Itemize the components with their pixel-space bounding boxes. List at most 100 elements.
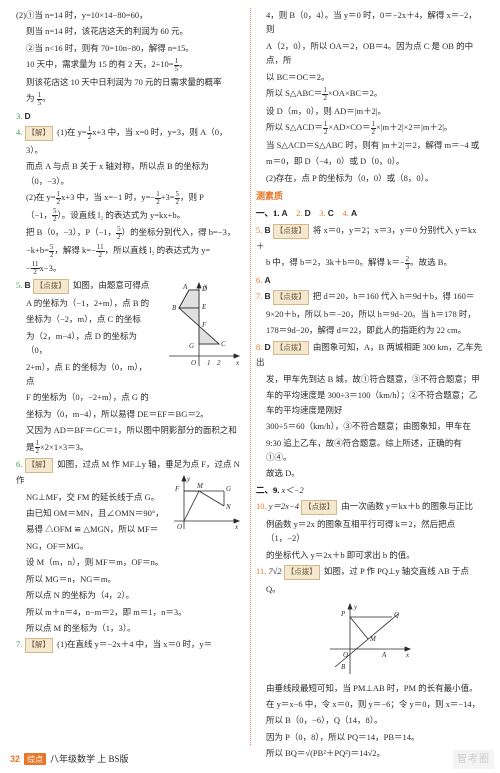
a3n: 3. [319,208,325,218]
q6-l9: 所以 m＋n＝4，n−m＝2，即 m＝1，n＝3。 [16,605,244,619]
q5-l8b: ×2×1×3＝3。 [40,442,88,452]
diagram-q11: P Q M A B O x y [320,599,420,679]
answer-row: 一、1. A 2. D 3. C 4. A [256,206,484,220]
q4-l4d: ，则 P [180,192,204,202]
q5-l8: 是12×2×1×3＝3。 [16,440,244,456]
r-q11-num: 11. [256,566,266,576]
q5-num: 5. [16,280,22,290]
q7-text: (1)在直线 y＝−2x＋4 中，当 x＝0 时，y＝ [57,639,212,649]
lbl-C: C [221,340,226,348]
column-separator [250,8,251,745]
lbl-y: y [203,282,208,290]
r-q10-l2: 例函数 y＝2x 的图象互相平行可得 k＝2，然后把点（1，−2） [256,517,484,546]
q5-l8a: 是 [26,442,35,452]
r-l6: 所以 S△ACD＝12×AD×CO＝12×|m＋2|×2＝|m＋2|。 [256,120,484,136]
r-l4a: 所以 S△ABC＝ [266,88,322,98]
frac-11-2b: 112 [31,261,40,276]
r-q5-ans: B [265,225,271,235]
lbl-O11: O [343,651,348,659]
a1n: 一、1. [256,208,279,218]
r-l5: 设 D（m，0），则 AD＝|m＋2|。 [256,104,484,118]
q4-l7c: ，所以直线 l₂ 的表达式为 y= [105,245,211,255]
q2-line5: 则该花店这 10 天中日利润为 70 元的日需求量的概率 [16,75,244,89]
q4-l6a: 把 B（0，−3），P（−1， [26,227,116,237]
lbl-x11: x [405,651,410,659]
lbl-E: E [201,303,207,311]
r-q11-l4: 在 y＝x−6 中，令 x＝0，则 y＝−6；令 y＝0，则 x＝−14， [256,697,484,711]
frac-11-2a: 112 [96,244,105,259]
lbl-P: P [340,610,346,618]
r-l8: m＝0，即 D（−4，0）或 D（0，0）。 [256,154,484,168]
q5-l7: 又因为 AD＝BF＝GC＝1，所以图中阴影部分的面积之和 [16,423,244,437]
q6-l10: 所以点 M 的坐标为（1，3）。 [16,621,244,635]
q4-l6: 把 B（0，−3），P（−1，52）的坐标分别代入，得 b=−3， [16,225,244,241]
r-q7-label: 【点拨】 [273,290,309,305]
a4n: 4. [342,208,348,218]
q5-text1: 如图，由题意可得点 [73,280,150,290]
q2-line6a: 为 [26,93,35,103]
right-column: 4，则 B（0，4）。当 y＝0 时，0＝−2x＋4，解得 x＝−2，则 A（2… [250,8,490,741]
r-l6a: 所以 S△ACD＝ [266,122,323,132]
r-l9: (2)存在，点 P 的坐标为（0，0）或（8，0）。 [256,171,484,185]
q4-l5a: （−1， [26,210,52,220]
q7-l1: 7. 【解】 (1)在直线 y＝−2x＋4 中，当 x＝0 时，y＝ [16,637,244,653]
left-column: (2)①当 n=14 时，y=10×14−80=60， 则当 n=14 时，该花… [10,8,250,741]
watermark: 智考圈 [453,750,494,769]
q2-line2: 则当 n=14 时，该花店这天的利润为 60 元。 [16,24,244,38]
r-q10-num: 10. [256,501,267,511]
q6-l8: 所以点 N 的坐标为（4，2）。 [16,588,244,602]
q4-num: 4. [16,127,22,137]
r-q8-num: 8. [256,342,262,352]
page-number: 32 [10,752,20,767]
q3-ans: D [25,111,31,121]
r-q8-label: 【点拨】 [273,341,309,356]
r-q10-label: 【点拨】 [301,500,337,515]
q7-label: 【解】 [25,638,54,653]
q2-line4: 10 天中，需求量为 15 的有 2 天，2÷10=15。 [16,57,244,73]
r-q9-num: 二、9. [256,485,279,495]
r-l4b: ×OA×BC＝2。 [328,88,382,98]
r-q8-l2: 发，甲车先到达 B 城，故①符合题意，③不符合题意；甲 [256,372,484,386]
q2-line4b: 。 [179,59,188,69]
q2-line4a: 10 天中，需求量为 15 的有 2 天，2÷10= [26,59,174,69]
lbl-y6: y [186,475,191,483]
r-q5-num: 5. [256,225,262,235]
r-q8-l6: 故选 D。 [256,466,484,480]
q4-l8b: x−3。 [40,263,62,273]
r-q8-l4: 300÷5＝60（km/h），③不符合题意；由图象知，甲车在 [256,419,484,433]
a2: D [305,208,311,218]
r-q11-l1: 如图，过 P 作 PQ⊥y 轴交直线 AB 于点 [324,566,469,576]
q4-label: 【解】 [25,126,54,141]
q5-ans: B [25,280,31,290]
lbl-G: G [189,342,194,350]
r-q7-num: 7. [256,291,262,301]
q5-label: 【点拨】 [33,279,69,294]
r-q10-l0: 10. y＝2x−4 【点拨】 由一次函数 y＝kx＋b 的图象与正比 [256,499,484,515]
r-l4: 所以 S△ABC＝12×OA×BC＝2。 [256,86,484,102]
r-q5-l2b: 。故选 B。 [410,257,452,267]
q6-label: 【解】 [25,458,54,473]
q4-l2: 3）。 [16,143,244,157]
r-q11-l2: Q。 [256,582,484,596]
q5-l5: F 的坐标为（0，−2+m），点 G 的 [16,390,244,404]
q2-line1: (2)①当 n=14 时，y=10×14−80=60， [16,8,244,22]
r-q6-num: 6. [256,275,262,285]
lbl-N: N [225,503,231,511]
q4-l1a: (1)在 y= [57,127,87,137]
diagram-q5: A D E B F C G O x y 1 2 [159,278,244,373]
q6-l6: 设 M（m，n），则 MF＝m，OF＝n。 [16,555,244,569]
q4-l3: 而点 A 与点 B 关于 x 轴对称，所以点 B 的坐标为（0，−3）。 [16,159,244,188]
r-q11-l3: 由垂线段最短可知，当 PM⊥AB 时，PM 的长有最小值。 [256,681,484,695]
r-q5-label: 【点拨】 [273,224,309,239]
diagram-q6: M F G N O x y [169,471,244,533]
q4-l1b: x+3 中，当 x=0 时，y=3，则 A（0， [92,127,227,137]
footer-text: 八年级数学 上 BS版 [50,752,129,767]
r-q5-l2a: b 中，得 b＝2，3k＋b＝0。解得 k＝− [266,257,405,267]
a3: C [328,208,334,218]
lbl-O6: O [177,523,182,531]
r-l6c: ×|m＋2|×2＝|m＋2|。 [376,122,452,132]
lbl-M: M [196,482,204,490]
lbl-B: B [172,304,177,312]
r-q11-l0: 11. 7√2 【点拨】 如图，过 P 作 PQ⊥y 轴交直线 AB 于点 [256,564,484,580]
r-q6: 6. A [256,273,484,287]
